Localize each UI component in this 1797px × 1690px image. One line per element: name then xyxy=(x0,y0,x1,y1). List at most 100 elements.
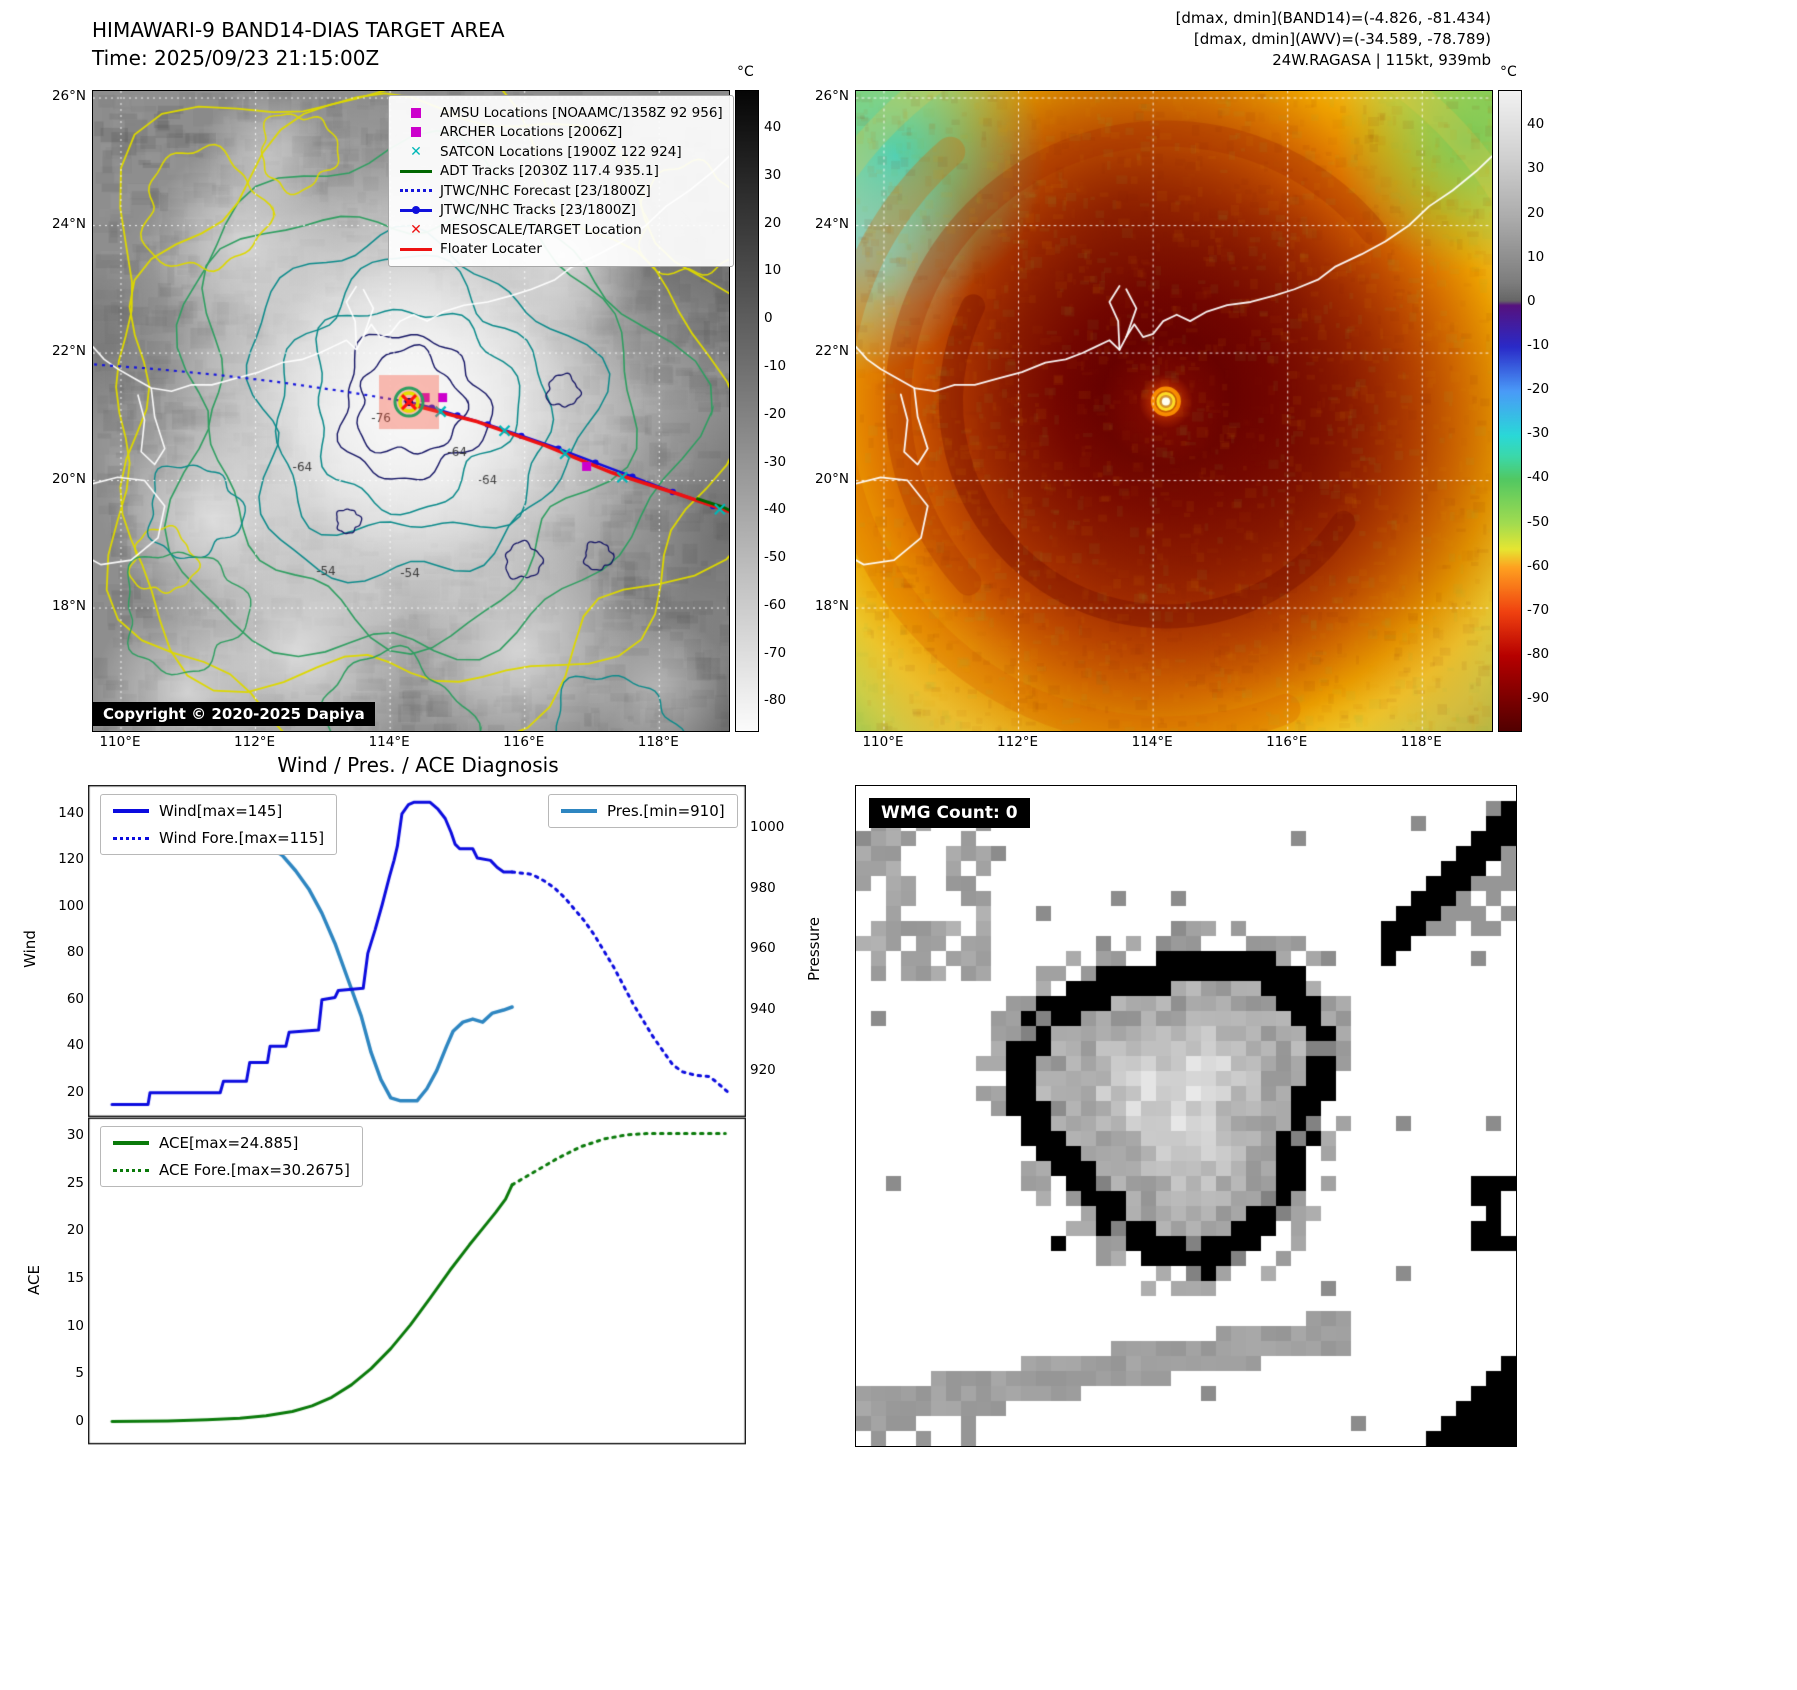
ace-axis-label: ACE xyxy=(25,1265,43,1295)
axis-tick-label: -50 xyxy=(1527,513,1550,530)
legend-item-label: ARCHER Locations [2006Z] xyxy=(440,124,623,141)
legend-item: ARCHER Locations [2006Z] xyxy=(399,123,723,143)
axis-tick-label: 18°N xyxy=(51,598,86,615)
axis-tick-label: 1000 xyxy=(750,819,785,836)
axis-tick-label: 26°N xyxy=(814,88,849,105)
enhanced-ir-map-frame xyxy=(855,90,1493,732)
axis-tick-label: 60 xyxy=(66,990,84,1007)
axis-tick-label: 10 xyxy=(764,262,782,279)
wmg-microwave-canvas xyxy=(856,786,1516,1446)
axis-tick-label: 112°E xyxy=(234,734,276,750)
ace-line-swatch-icon xyxy=(113,1141,149,1145)
legend-item-label: Pres.[min=910] xyxy=(607,802,725,820)
band14-colorbar-frame xyxy=(735,90,759,732)
copyright-label: Copyright © 2020-2025 Dapiya xyxy=(93,702,375,726)
square-marker-icon xyxy=(399,107,433,118)
wind-axis-label: Wind xyxy=(21,930,39,968)
legend-item-label: SATCON Locations [1900Z 122 924] xyxy=(440,143,682,160)
axis-tick-label: 40 xyxy=(66,1037,84,1054)
storm-stats-header: [dmax, dmin](BAND14)=(-4.826, -81.434) [… xyxy=(950,8,1491,71)
axis-tick-label: 0 xyxy=(75,1413,84,1430)
axis-tick-label: 24°N xyxy=(814,215,849,232)
wind-legend: Wind[max=145] Wind Fore.[max=115] xyxy=(100,794,338,855)
legend-item: JTWC/NHC Tracks [23/1800Z] xyxy=(399,201,723,221)
legend-item: JTWC/NHC Forecast [23/1800Z] xyxy=(399,181,723,201)
x-marker-icon: ✕ xyxy=(410,221,422,238)
wind-axis-ticks: 20 40 60 80 100 120 140 xyxy=(40,785,84,1117)
axis-tick-label: -40 xyxy=(764,501,787,518)
wind-line-swatch-icon xyxy=(113,809,149,813)
axis-tick-label: 20 xyxy=(66,1083,84,1100)
axis-tick-label: 118°E xyxy=(637,734,679,750)
axis-tick-label: -20 xyxy=(1527,381,1550,398)
axis-tick-label: 112°E xyxy=(997,734,1039,750)
axis-tick-label: 116°E xyxy=(1266,734,1308,750)
ir-colorbar xyxy=(1499,91,1521,731)
lat-axis-band14: 26°N 24°N 22°N 20°N 18°N xyxy=(30,88,86,730)
legend-item: AMSU Locations [NOAAMC/1358Z 92 956] xyxy=(399,103,723,123)
dotted-marker-icon xyxy=(399,189,433,193)
wmg-count-badge: WMG Count: 0 xyxy=(869,798,1030,828)
legend-item-label: JTWC/NHC Forecast [23/1800Z] xyxy=(440,182,651,199)
axis-tick-label: -60 xyxy=(764,596,787,613)
axis-tick-label: 40 xyxy=(764,119,782,136)
axis-tick-label: 20°N xyxy=(814,470,849,487)
axis-tick-label: 110°E xyxy=(862,734,904,750)
legend-item-label: JTWC/NHC Tracks [23/1800Z] xyxy=(440,202,637,219)
band14-colorbar xyxy=(736,91,758,731)
legend-item-label: Wind Fore.[max=115] xyxy=(159,829,325,847)
axis-tick-label: 30 xyxy=(764,166,782,183)
axis-tick-label: 10 xyxy=(66,1317,84,1334)
ir-colorbar-ticks: 40 30 20 10 0 -10 -20 -30 -40 -50 -60 -70 -80 -90 xyxy=(1527,90,1567,730)
axis-tick-label: -90 xyxy=(1527,690,1550,707)
axis-tick-label: 120 xyxy=(58,851,84,868)
legend-item: ACE Fore.[max=30.2675] xyxy=(113,1161,350,1179)
legend-item-label: ADT Tracks [2030Z 117.4 935.1] xyxy=(440,163,659,180)
axis-tick-label: -10 xyxy=(1527,337,1550,353)
line-marker-icon xyxy=(399,169,433,173)
axis-tick-label: 22°N xyxy=(814,343,849,360)
axis-tick-label: 30 xyxy=(66,1127,84,1144)
axis-tick-label: 920 xyxy=(750,1061,776,1078)
axis-tick-label: 30 xyxy=(1527,160,1545,177)
dmax-dmin-awv-text: [dmax, dmin](AWV)=(-34.589, -78.789) xyxy=(1193,30,1491,48)
axis-tick-label: 18°N xyxy=(814,598,849,615)
square-marker-icon xyxy=(399,127,433,138)
axis-tick-label: 114°E xyxy=(368,734,410,750)
legend-item-label: ACE Fore.[max=30.2675] xyxy=(159,1161,350,1179)
axis-tick-label: 960 xyxy=(750,940,776,957)
axis-tick-label: 26°N xyxy=(51,88,86,105)
legend-item: ACE[max=24.885] xyxy=(113,1134,350,1152)
dmax-dmin-band14-text: [dmax, dmin](BAND14)=(-4.826, -81.434) xyxy=(1175,9,1491,27)
legend-item: Wind Fore.[max=115] xyxy=(113,829,324,847)
axis-tick-label: 20 xyxy=(66,1222,84,1239)
line-marker-icon xyxy=(399,247,433,251)
x-marker-icon: ✕ xyxy=(410,143,422,160)
axis-tick-label: -20 xyxy=(764,405,787,422)
pressure-axis-label: Pressure xyxy=(805,916,823,982)
lat-axis-ir: 26°N 24°N 22°N 20°N 18°N xyxy=(793,88,849,730)
axis-tick-label: -60 xyxy=(1527,557,1550,574)
legend-item-label: AMSU Locations [NOAAMC/1358Z 92 956] xyxy=(440,104,723,121)
axis-tick-label: 25 xyxy=(66,1174,84,1191)
ir-colorbar-frame xyxy=(1498,90,1522,732)
axis-tick-label: 110°E xyxy=(99,734,141,750)
band14-colorbar-unit: °C xyxy=(737,64,754,80)
axis-tick-label: 140 xyxy=(58,804,84,821)
axis-tick-label: -30 xyxy=(764,453,787,470)
axis-tick-label: 20°N xyxy=(51,470,86,487)
legend-item-label: MESOSCALE/TARGET Location xyxy=(440,221,642,238)
map-legend: AMSU Locations [NOAAMC/1358Z 92 956] ARCH… xyxy=(388,95,734,267)
axis-tick-label: 24°N xyxy=(51,215,86,232)
legend-item-label: ACE[max=24.885] xyxy=(159,1134,299,1152)
ace-legend: ACE[max=24.885] ACE Fore.[max=30.2675] xyxy=(100,1126,363,1187)
lon-axis-band14: 110°E 112°E 114°E 116°E 118°E xyxy=(92,734,728,754)
axis-tick-label: -40 xyxy=(1527,469,1550,486)
axis-tick-label: -30 xyxy=(1527,425,1550,442)
legend-item: ADT Tracks [2030Z 117.4 935.1] xyxy=(399,162,723,182)
legend-item-label: Floater Locater xyxy=(440,241,542,258)
ir-colorbar-unit: °C xyxy=(1500,64,1517,80)
axis-tick-label: 10 xyxy=(1527,248,1545,265)
axis-tick-label: -80 xyxy=(764,692,787,709)
